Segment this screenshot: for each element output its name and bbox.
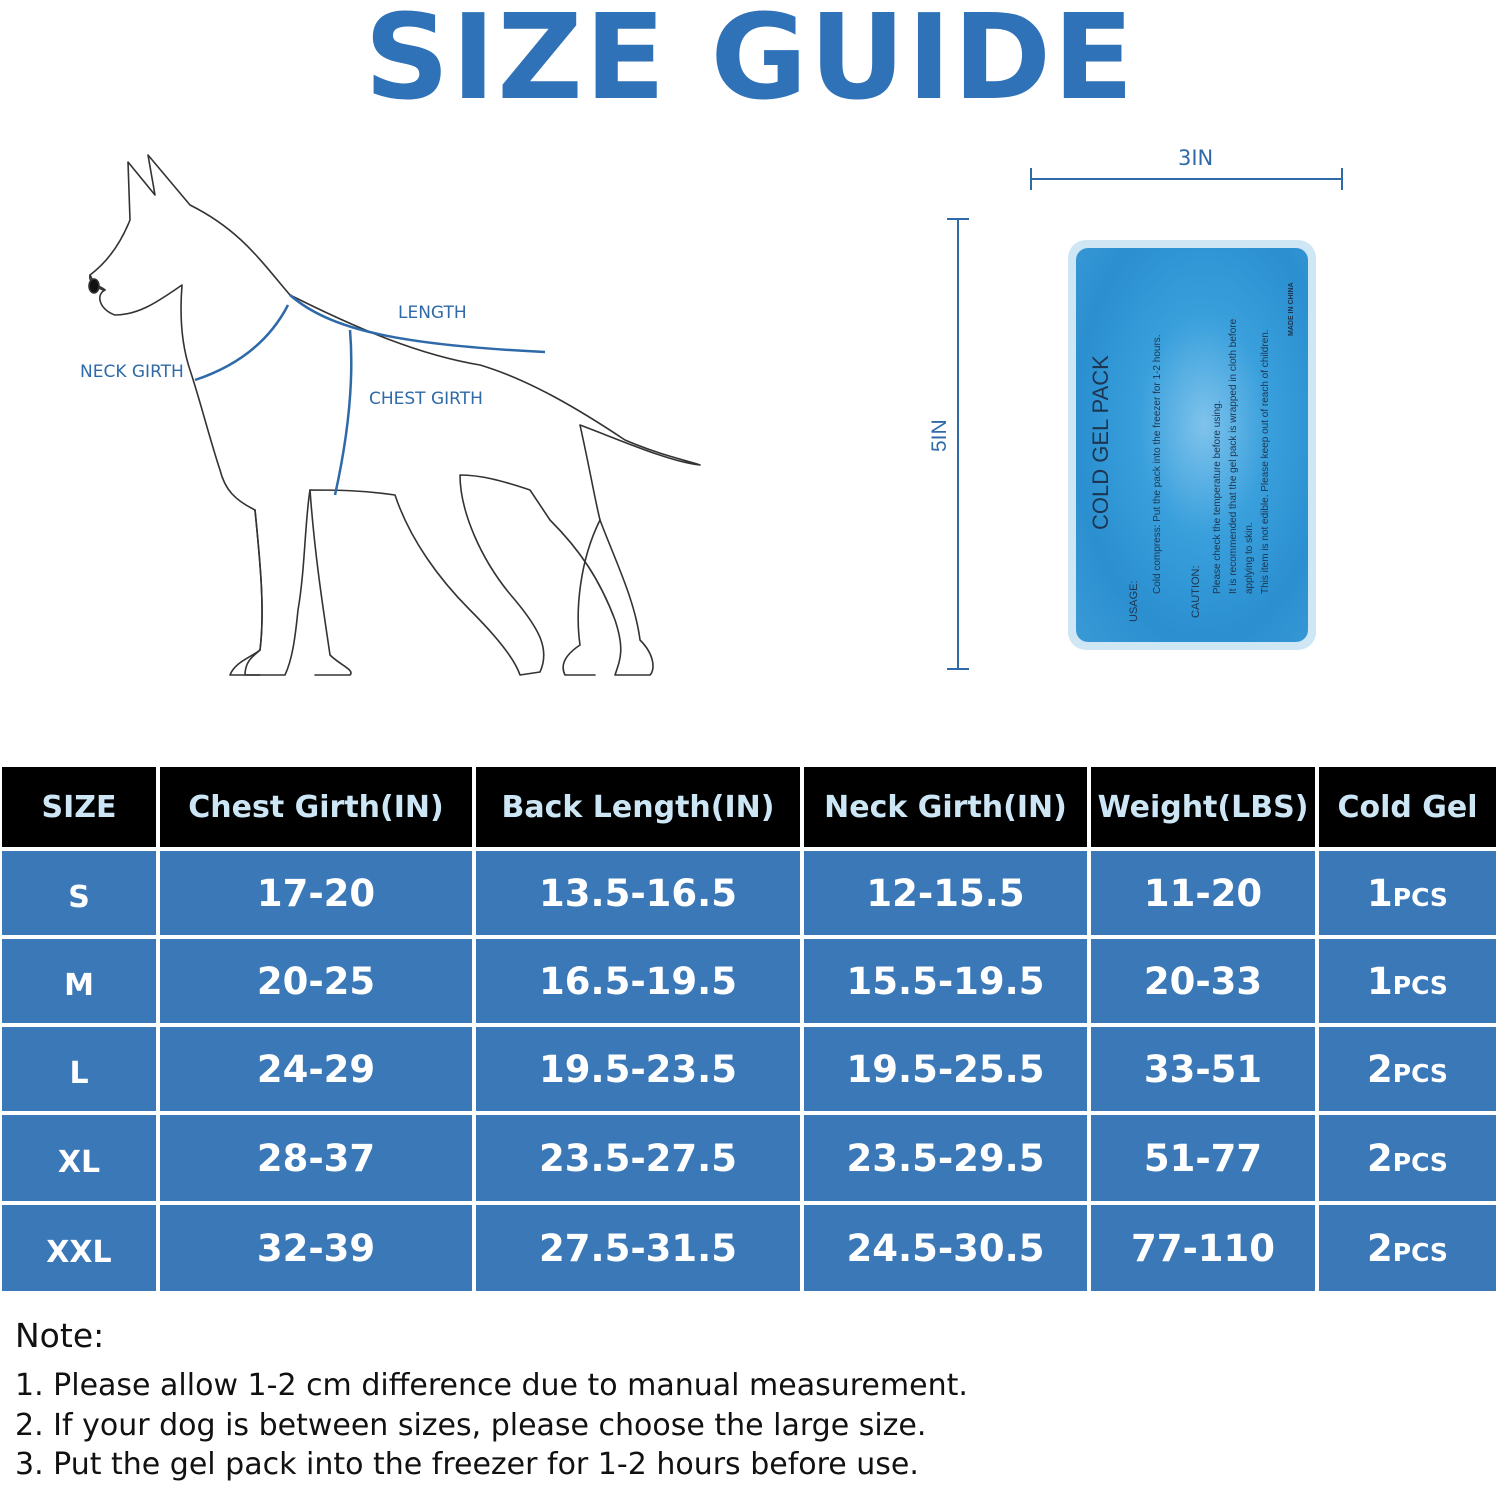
- neck-cell: 24.5-30.5: [804, 1205, 1087, 1291]
- note-item: 1. Please allow 1-2 cm difference due to…: [15, 1368, 968, 1403]
- note-item: 3. Put the gel pack into the freezer for…: [15, 1447, 919, 1482]
- note-item: 2. If your dog is between sizes, please …: [15, 1408, 927, 1443]
- chest-girth-label: CHEST GIRTH: [369, 389, 483, 409]
- back-cell: 13.5-16.5: [476, 851, 800, 935]
- gel-origin: MADE IN CHINA: [1288, 282, 1295, 336]
- page-title: SIZE GUIDE: [364, 0, 1136, 126]
- back-cell: 23.5-27.5: [476, 1115, 800, 1201]
- chest-cell: 24-29: [160, 1027, 472, 1111]
- gel-unit: PCS: [1392, 970, 1448, 1000]
- table-row: XL 28-37 23.5-27.5 23.5-29.5 51-77 2PCS: [2, 1115, 1496, 1201]
- gel-usage-title: USAGE:: [1128, 580, 1140, 622]
- gel-height-label: 5IN: [928, 419, 951, 452]
- note-title: Note:: [15, 1316, 105, 1355]
- neck-cell: 12-15.5: [804, 851, 1087, 935]
- chest-cell: 28-37: [160, 1115, 472, 1201]
- gel-width-label: 3IN: [1178, 146, 1214, 170]
- chest-cell: 32-39: [160, 1205, 472, 1291]
- gel-caution-line: Please check the temperature before usin…: [1212, 400, 1223, 594]
- gel-count: 1: [1367, 871, 1393, 915]
- back-cell: 16.5-19.5: [476, 939, 800, 1023]
- gel-usage-text: Cold compress: Put the pack into the fre…: [1152, 334, 1163, 594]
- gel-pack-name: COLD GEL PACK: [1088, 355, 1113, 530]
- dog-outline-illustration: [88, 154, 701, 676]
- cold-gel-pack-image: COLD GEL PACK USAGE: Cold compress: Put …: [1068, 240, 1316, 650]
- gel-unit: PCS: [1392, 882, 1448, 912]
- gel-unit: PCS: [1392, 1058, 1448, 1088]
- back-cell: 27.5-31.5: [476, 1205, 800, 1291]
- gel-cell: 1PCS: [1319, 851, 1496, 935]
- gel-unit: PCS: [1392, 1237, 1448, 1267]
- table-row: L 24-29 19.5-23.5 19.5-25.5 33-51 2PCS: [2, 1027, 1496, 1111]
- table-row: XXL 32-39 27.5-31.5 24.5-30.5 77-110 2PCS: [2, 1205, 1496, 1291]
- size-cell: S: [2, 851, 156, 935]
- weight-cell: 77-110: [1091, 1205, 1315, 1291]
- gel-count: 2: [1367, 1226, 1393, 1270]
- gel-caution-line: applying to skin.: [1244, 522, 1255, 594]
- weight-cell: 11-20: [1091, 851, 1315, 935]
- width-tick: [1030, 168, 1032, 190]
- header-weight: Weight(LBS): [1091, 767, 1315, 847]
- neck-cell: 19.5-25.5: [804, 1027, 1087, 1111]
- header-back: Back Length(IN): [476, 767, 800, 847]
- weight-cell: 20-33: [1091, 939, 1315, 1023]
- table-row: S 17-20 13.5-16.5 12-15.5 11-20 1PCS: [2, 851, 1496, 935]
- header-size: SIZE: [2, 767, 156, 847]
- gel-count: 2: [1367, 1136, 1393, 1180]
- neck-girth-label: NECK GIRTH: [80, 362, 184, 382]
- gel-caution-line: This item is not edible. Please keep out…: [1260, 329, 1271, 594]
- height-dimension-line: [957, 218, 959, 670]
- size-table: SIZE Chest Girth(IN) Back Length(IN) Nec…: [0, 763, 1500, 1295]
- width-tick: [1341, 168, 1343, 190]
- size-cell: XL: [2, 1115, 156, 1201]
- neck-cell: 15.5-19.5: [804, 939, 1087, 1023]
- back-cell: 19.5-23.5: [476, 1027, 800, 1111]
- chest-cell: 20-25: [160, 939, 472, 1023]
- gel-count: 1: [1367, 959, 1393, 1003]
- header-gel: Cold Gel: [1319, 767, 1496, 847]
- header-chest: Chest Girth(IN): [160, 767, 472, 847]
- gel-unit: PCS: [1392, 1147, 1448, 1177]
- size-cell: M: [2, 939, 156, 1023]
- gel-cell: 2PCS: [1319, 1115, 1496, 1201]
- table-header-row: SIZE Chest Girth(IN) Back Length(IN) Nec…: [2, 767, 1496, 847]
- weight-cell: 51-77: [1091, 1115, 1315, 1201]
- table-row: M 20-25 16.5-19.5 15.5-19.5 20-33 1PCS: [2, 939, 1496, 1023]
- chest-cell: 17-20: [160, 851, 472, 935]
- gel-cell: 1PCS: [1319, 939, 1496, 1023]
- header-neck: Neck Girth(IN): [804, 767, 1087, 847]
- neck-cell: 23.5-29.5: [804, 1115, 1087, 1201]
- height-tick: [947, 218, 969, 220]
- gel-caution-title: CAUTION:: [1190, 565, 1202, 618]
- weight-cell: 33-51: [1091, 1027, 1315, 1111]
- gel-cell: 2PCS: [1319, 1205, 1496, 1291]
- size-cell: XXL: [2, 1205, 156, 1291]
- height-tick: [947, 668, 969, 670]
- length-label: LENGTH: [398, 303, 467, 323]
- gel-caution-line: It is recommended that the gel pack is w…: [1228, 318, 1239, 594]
- width-dimension-line: [1030, 178, 1343, 180]
- gel-cell: 2PCS: [1319, 1027, 1496, 1111]
- size-cell: L: [2, 1027, 156, 1111]
- gel-count: 2: [1367, 1047, 1393, 1091]
